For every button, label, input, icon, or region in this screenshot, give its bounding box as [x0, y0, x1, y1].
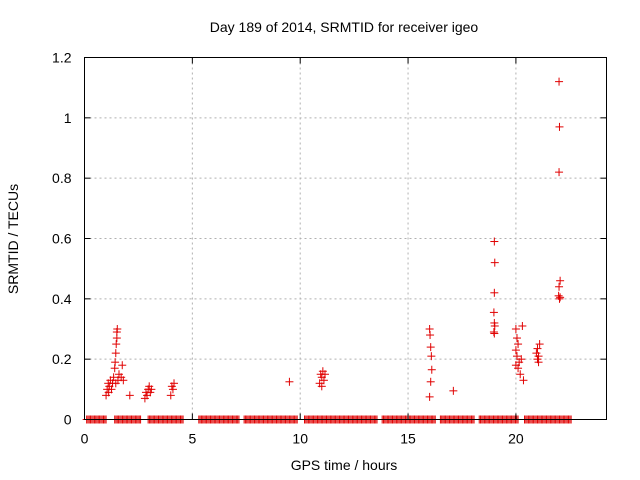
data-point — [111, 358, 120, 367]
data-point — [490, 288, 499, 297]
data-point — [170, 379, 179, 388]
data-point — [512, 334, 521, 343]
x-tick-label: 0 — [81, 431, 89, 447]
data-point — [317, 382, 326, 391]
data-point — [427, 365, 436, 374]
data-point — [512, 352, 521, 361]
y-tick-label: 0.8 — [52, 170, 72, 186]
y-tick-label: 0.2 — [52, 351, 72, 367]
data-point — [490, 258, 499, 267]
data-point — [490, 237, 499, 246]
data-point — [511, 361, 520, 370]
data-point — [511, 325, 520, 333]
data-point — [427, 352, 436, 361]
data-point — [556, 276, 565, 285]
data-point — [285, 377, 294, 386]
data-point — [511, 346, 520, 355]
x-tick-label: 10 — [292, 431, 308, 447]
tick-labels: 0 5 10 15 20 0 0.2 0.4 0.6 0.8 1 1.2 — [52, 50, 524, 447]
data-point — [112, 340, 121, 349]
data-point — [555, 122, 564, 131]
data-point — [533, 344, 542, 353]
data-point — [109, 373, 118, 382]
data-point — [449, 386, 458, 395]
data-point — [107, 385, 116, 394]
data-point — [166, 391, 175, 400]
y-tick-label: 0 — [64, 412, 72, 428]
data-point — [319, 376, 328, 385]
data-point — [426, 377, 435, 386]
data-point — [119, 376, 128, 385]
x-tick-label: 20 — [508, 431, 524, 447]
data-point — [168, 385, 177, 394]
data-point — [519, 376, 528, 385]
y-tick-label: 1.2 — [52, 50, 72, 66]
data-point — [518, 321, 527, 330]
x-tick-label: 5 — [188, 431, 196, 447]
data-point — [534, 352, 543, 361]
data-point — [555, 282, 564, 291]
y-tick-label: 1 — [64, 110, 72, 126]
grid — [84, 57, 607, 420]
data-point — [426, 343, 435, 352]
data-point — [556, 293, 565, 302]
y-axis-label: SRMTID / TECUs — [5, 184, 21, 294]
y-tick-label: 0.4 — [52, 291, 72, 307]
data-point — [516, 370, 525, 379]
data-point — [535, 340, 544, 349]
data-point — [490, 329, 499, 338]
data-point — [489, 308, 498, 317]
data-point — [517, 355, 526, 364]
x-tick-label: 15 — [400, 431, 416, 447]
data-point — [125, 391, 134, 400]
data-point — [111, 349, 120, 358]
data-point — [113, 325, 122, 333]
x-axis-label: GPS time / hours — [291, 457, 398, 473]
data-point — [147, 385, 156, 394]
data-point — [555, 168, 564, 177]
data-point — [555, 294, 564, 303]
y-tick-label: 0.6 — [52, 231, 72, 247]
chart-title: Day 189 of 2014, SRMTID for receiver ige… — [210, 19, 479, 35]
data-point — [118, 361, 127, 370]
data-point — [490, 321, 499, 330]
data-point — [555, 77, 564, 86]
data-point — [426, 331, 435, 340]
data-series — [82, 77, 576, 424]
data-point — [321, 370, 330, 379]
axis-ticks — [84, 57, 607, 420]
data-point — [514, 340, 523, 349]
data-point — [425, 392, 434, 401]
